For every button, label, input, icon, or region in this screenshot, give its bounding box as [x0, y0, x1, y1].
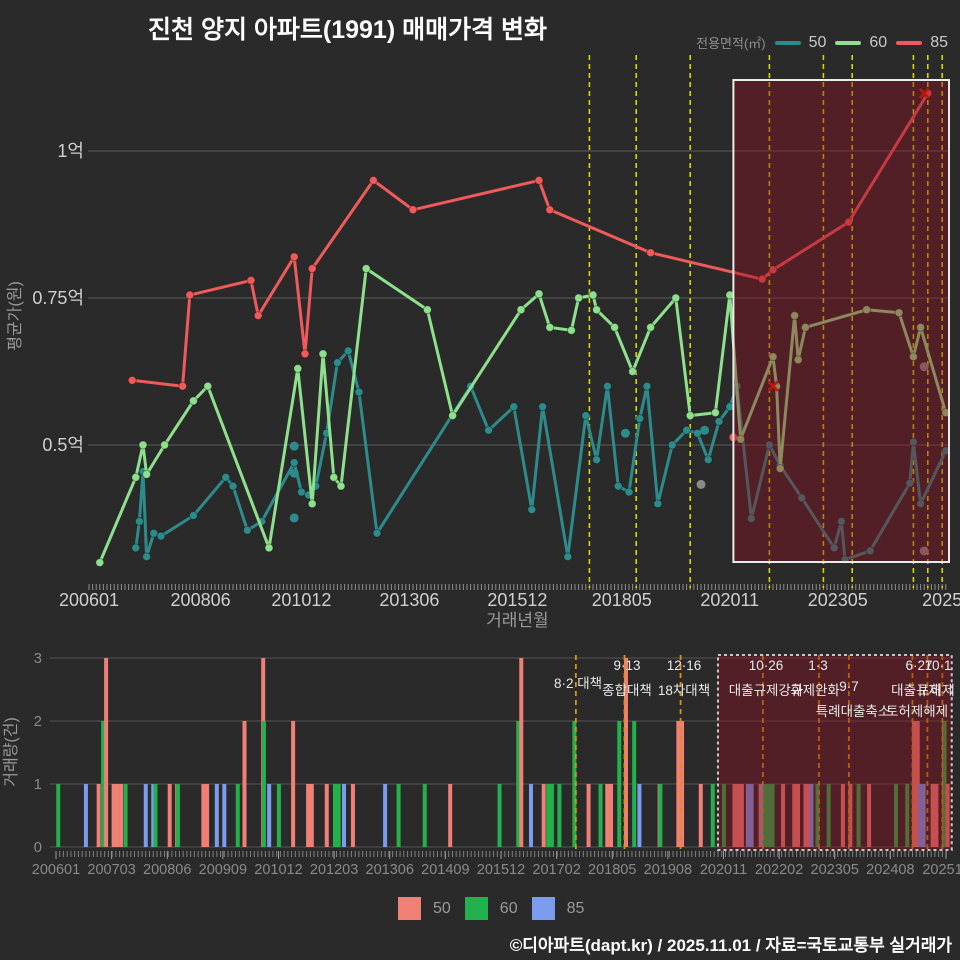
svg-text:0.75억: 0.75억	[32, 288, 84, 308]
svg-text:201012: 201012	[271, 590, 331, 610]
svg-text:202305: 202305	[808, 590, 868, 610]
annotation-text: 종합대책	[602, 683, 652, 698]
svg-text:202011: 202011	[700, 862, 747, 878]
annotation-text: 12·16	[666, 658, 702, 673]
svg-text:2: 2	[34, 713, 42, 730]
svg-text:201805: 201805	[592, 590, 652, 610]
svg-text:평균가(원): 평균가(원)	[6, 281, 24, 351]
svg-text:거래량(건): 거래량(건)	[2, 717, 20, 787]
annotation-text: 9·7	[839, 679, 859, 694]
svg-text:202511: 202511	[922, 862, 960, 878]
svg-text:3: 3	[34, 650, 42, 667]
svg-text:201908: 201908	[644, 862, 692, 878]
area-legend-label: 전용면적(㎡)	[696, 36, 766, 51]
source-credit: ©디아파트(dapt.kr) / 2025.11.01 / 자료=국토교통부 실…	[509, 936, 952, 955]
svg-text:200703: 200703	[87, 862, 135, 878]
legend-item-50[interactable]: 50	[774, 34, 826, 52]
annotation-text: 1·3	[808, 658, 828, 673]
annotation-text: 대출규제	[891, 683, 941, 698]
volume-legend: 50 60 85	[398, 897, 584, 920]
svg-text:201512: 201512	[487, 590, 547, 610]
annotation-text: 규제완화	[790, 683, 840, 698]
legend-line-85-icon	[896, 40, 923, 45]
annotation-text: 대출규제강화	[728, 683, 804, 698]
svg-text:1: 1	[34, 776, 42, 793]
svg-text:2025: 2025	[922, 590, 960, 610]
volume-legend-item-85[interactable]: 85	[531, 897, 584, 920]
svg-text:202202: 202202	[755, 862, 803, 878]
svg-text:200909: 200909	[199, 862, 247, 878]
annotation-text: 6·27	[905, 658, 933, 673]
area-legend: 전용면적(㎡) 50 60 85	[696, 33, 948, 52]
volume-legend-item-60[interactable]: 60	[464, 897, 518, 920]
svg-text:202408: 202408	[866, 862, 914, 878]
svg-text:1억: 1억	[57, 141, 84, 161]
annotation-text: 토허제해제	[885, 704, 949, 719]
volume-legend-item-50[interactable]: 50	[398, 897, 451, 920]
legend-swatch-60-icon	[464, 897, 488, 920]
page-title: 진천 양지 아파트(1991) 매매가격 변화	[148, 16, 548, 44]
svg-text:201203: 201203	[310, 862, 358, 878]
svg-text:200806: 200806	[171, 590, 231, 610]
svg-text:201702: 201702	[532, 862, 580, 878]
svg-text:200601: 200601	[32, 862, 80, 878]
annotation-text: 10·1	[924, 658, 952, 673]
annotation-text: 8·2 대책	[553, 676, 603, 691]
svg-text:0.5억: 0.5억	[42, 435, 84, 455]
legend-item-85[interactable]: 85	[896, 34, 948, 52]
legend-swatch-50-icon	[398, 897, 421, 920]
svg-text:200601: 200601	[59, 590, 119, 610]
legend-item-60[interactable]: 60	[835, 34, 887, 52]
svg-text:201012: 201012	[254, 862, 302, 878]
svg-text:0: 0	[34, 839, 42, 856]
svg-text:거래년월: 거래년월	[486, 611, 549, 630]
svg-text:200806: 200806	[143, 862, 191, 878]
svg-text:202305: 202305	[811, 862, 859, 878]
svg-text:201512: 201512	[477, 862, 525, 878]
annotation-text: 18차대책	[657, 683, 711, 698]
annotation-text: 토허제	[917, 683, 955, 698]
annotation-text: 10·26	[748, 658, 784, 673]
svg-text:201409: 201409	[421, 862, 469, 878]
annotation-text: 특례대출축소	[815, 704, 891, 719]
legend-swatch-85-icon	[531, 897, 555, 920]
svg-text:202011: 202011	[700, 590, 759, 610]
annotation-text: 9·13	[613, 658, 641, 673]
svg-text:201306: 201306	[366, 862, 414, 878]
svg-text:201306: 201306	[379, 590, 439, 610]
legend-line-50-icon	[774, 40, 801, 45]
legend-line-60-icon	[835, 40, 862, 45]
svg-text:201805: 201805	[588, 862, 636, 878]
